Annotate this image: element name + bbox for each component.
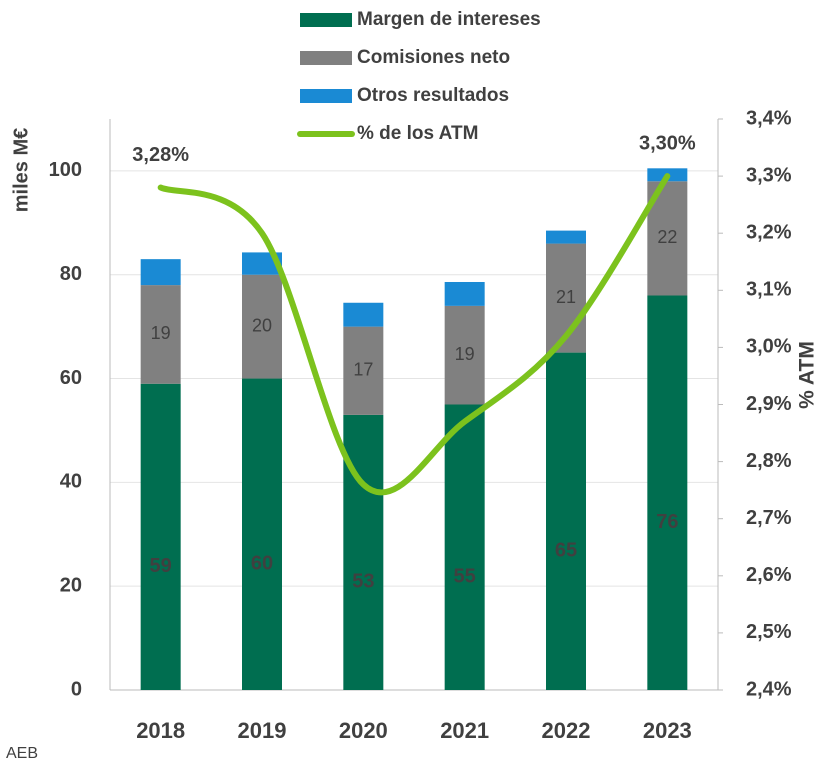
- data-label: 76: [656, 511, 678, 533]
- legend-swatch: [300, 51, 352, 65]
- x-tick-label: 2018: [136, 718, 185, 743]
- line: [157, 173, 671, 496]
- bar-segment: [140, 259, 181, 286]
- bar-segment: [140, 285, 181, 384]
- bar-segment: [546, 352, 586, 690]
- bar-segment: [444, 305, 485, 405]
- y-tick-label: 60: [60, 367, 82, 389]
- x-tick-label: 2021: [440, 718, 489, 743]
- y-tick-label: 100: [49, 159, 82, 181]
- y2-tick-label: 3,2%: [746, 221, 792, 243]
- legend-swatch: [300, 13, 352, 27]
- bar-segment: [444, 404, 485, 690]
- data-label: 22: [657, 227, 677, 247]
- y2-tick-label: 3,4%: [746, 107, 792, 129]
- data-label: 19: [151, 323, 171, 343]
- bar-segment: [242, 378, 282, 690]
- legend-label: Otros resultados: [357, 85, 509, 106]
- bar-segment: [140, 383, 181, 690]
- y2-tick-label: 2,7%: [746, 507, 792, 529]
- bar-segment: [546, 230, 586, 244]
- bar-segment: [343, 414, 384, 690]
- data-label: 59: [150, 555, 172, 577]
- x-tick-label: 2022: [542, 718, 591, 743]
- data-label: 19: [455, 344, 475, 364]
- y-tick-label: 20: [60, 574, 82, 596]
- y2-tick-label: 2,6%: [746, 564, 792, 586]
- data-label: 55: [454, 566, 476, 588]
- y2-tick-label: 3,0%: [746, 336, 792, 358]
- bar-segment: [444, 281, 485, 306]
- y2-tick-label: 2,5%: [746, 621, 792, 643]
- y2-tick-label: 2,4%: [746, 678, 792, 700]
- line-label: 3,30%: [639, 132, 696, 154]
- y-axis-label: miles M€: [10, 128, 32, 212]
- x-tick-label: 2020: [339, 718, 388, 743]
- bar-segment: [647, 295, 688, 690]
- y-tick-label: 40: [60, 471, 82, 493]
- legend-swatch: [300, 89, 352, 103]
- data-label: 53: [352, 571, 374, 593]
- y2-tick-label: 2,9%: [746, 393, 792, 415]
- data-label: 21: [556, 287, 576, 307]
- bar-segment: [343, 326, 384, 415]
- bar-segment: [343, 302, 384, 327]
- data-label: 17: [353, 360, 373, 380]
- y2-tick-label: 3,1%: [746, 279, 792, 301]
- data-label: 20: [252, 315, 272, 335]
- data-label: 65: [555, 540, 577, 562]
- x-tick-label: 2023: [643, 718, 692, 743]
- x-tick-label: 2019: [238, 718, 287, 743]
- legend-label: Margen de intereses: [357, 9, 541, 30]
- y-tick-label: 80: [60, 263, 82, 285]
- y2-tick-label: 2,8%: [746, 450, 792, 472]
- legend-label: % de los ATM: [357, 123, 478, 144]
- y2-axis-label: % ATM: [796, 341, 819, 409]
- line-label: 3,28%: [132, 144, 189, 166]
- bar-segment: [242, 274, 282, 379]
- y2-tick-label: 3,3%: [746, 164, 792, 186]
- source: AEB: [6, 745, 38, 762]
- legend-label: Comisiones neto: [357, 47, 510, 68]
- y-tick-label: 0: [71, 678, 82, 700]
- data-label: 60: [251, 553, 273, 575]
